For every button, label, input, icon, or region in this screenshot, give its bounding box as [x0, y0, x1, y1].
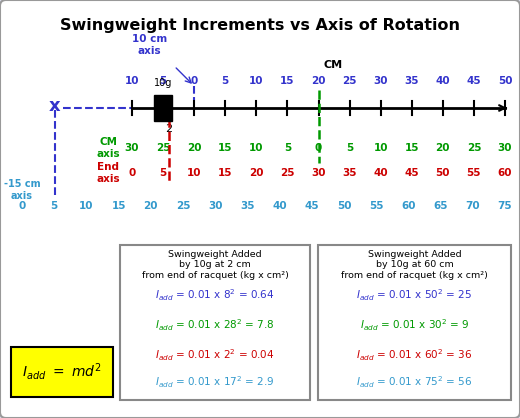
Text: Swingweight Increments vs Axis of Rotation: Swingweight Increments vs Axis of Rotati…	[60, 18, 460, 33]
Text: -15 cm
axis: -15 cm axis	[4, 179, 41, 201]
Text: 10g: 10g	[154, 78, 172, 88]
Text: 10: 10	[187, 168, 201, 178]
Text: 20: 20	[311, 76, 326, 86]
Text: 55: 55	[466, 168, 481, 178]
Text: $I_{add}$ = 0.01 x 75$^2$ = 56: $I_{add}$ = 0.01 x 75$^2$ = 56	[356, 374, 473, 390]
Text: 5: 5	[222, 76, 229, 86]
Text: 0: 0	[315, 143, 322, 153]
Text: 15: 15	[218, 143, 232, 153]
Text: CM
axis: CM axis	[96, 137, 120, 159]
Text: 20: 20	[436, 143, 450, 153]
Text: $I_{add}$ = 0.01 x 60$^2$ = 36: $I_{add}$ = 0.01 x 60$^2$ = 36	[356, 347, 473, 363]
Text: 10: 10	[79, 201, 94, 211]
Text: 35: 35	[405, 76, 419, 86]
Text: 35: 35	[342, 168, 357, 178]
Text: $I_{add}$ = 0.01 x 8$^2$ = 0.64: $I_{add}$ = 0.01 x 8$^2$ = 0.64	[155, 287, 275, 303]
Text: $I_{add}$ $=$ $md^2$: $I_{add}$ $=$ $md^2$	[22, 362, 102, 382]
Text: 40: 40	[272, 201, 287, 211]
Text: 30: 30	[373, 76, 388, 86]
Text: 35: 35	[240, 201, 255, 211]
Bar	[318, 245, 511, 400]
Text: 15: 15	[280, 76, 295, 86]
Text: $I_{add}$ = 0.01 x 50$^2$ = 25: $I_{add}$ = 0.01 x 50$^2$ = 25	[357, 287, 473, 303]
Text: 25: 25	[466, 143, 481, 153]
Text: 25: 25	[156, 143, 171, 153]
Text: 65: 65	[433, 201, 448, 211]
Text: 50: 50	[436, 168, 450, 178]
Text: 0: 0	[128, 168, 136, 178]
Text: 5: 5	[160, 168, 167, 178]
Text: 20: 20	[144, 201, 158, 211]
Text: 15: 15	[218, 168, 232, 178]
Text: 10 cm
axis: 10 cm axis	[132, 34, 167, 56]
Text: 15: 15	[111, 201, 126, 211]
Text: End
axis: End axis	[96, 162, 120, 184]
Text: 0: 0	[18, 201, 25, 211]
Text: 0: 0	[190, 76, 198, 86]
Text: 50: 50	[498, 76, 512, 86]
Text: 55: 55	[369, 201, 383, 211]
Text: Swingweight Added
by 10g at 2 cm
from end of racquet (kg x cm²): Swingweight Added by 10g at 2 cm from en…	[141, 250, 289, 280]
Text: 60: 60	[498, 168, 512, 178]
Text: 20: 20	[249, 168, 264, 178]
Bar	[120, 245, 310, 400]
Text: 60: 60	[401, 201, 415, 211]
Bar	[154, 95, 172, 121]
Text: 10: 10	[373, 143, 388, 153]
Text: 30: 30	[311, 168, 326, 178]
Text: 75: 75	[498, 201, 512, 211]
Text: 45: 45	[466, 76, 481, 86]
Text: 30: 30	[125, 143, 139, 153]
Text: 30: 30	[208, 201, 223, 211]
Text: 5: 5	[346, 143, 353, 153]
Text: $I_{add}$ = 0.01 x 28$^2$ = 7.8: $I_{add}$ = 0.01 x 28$^2$ = 7.8	[155, 317, 275, 333]
FancyBboxPatch shape	[11, 347, 113, 397]
Text: 45: 45	[305, 201, 319, 211]
Text: $I_{add}$ = 0.01 x 30$^2$ = 9: $I_{add}$ = 0.01 x 30$^2$ = 9	[360, 317, 469, 333]
Text: 40: 40	[373, 168, 388, 178]
Text: 10: 10	[249, 143, 264, 153]
Text: 50: 50	[337, 201, 351, 211]
Text: 25: 25	[342, 76, 357, 86]
Text: 20: 20	[187, 143, 201, 153]
Text: 5: 5	[160, 76, 167, 86]
Text: x: x	[49, 97, 61, 115]
Text: 2: 2	[165, 124, 173, 134]
Text: Swingweight Added
by 10g at 60 cm
from end of racquet (kg x cm²): Swingweight Added by 10g at 60 cm from e…	[341, 250, 488, 280]
Text: 5: 5	[284, 143, 291, 153]
Text: $I_{add}$ = 0.01 x 17$^2$ = 2.9: $I_{add}$ = 0.01 x 17$^2$ = 2.9	[155, 374, 275, 390]
Text: 70: 70	[465, 201, 480, 211]
Text: 25: 25	[280, 168, 295, 178]
Text: 45: 45	[405, 168, 419, 178]
Text: 10: 10	[125, 76, 139, 86]
Text: $I_{add}$ = 0.01 x 2$^2$ = 0.04: $I_{add}$ = 0.01 x 2$^2$ = 0.04	[155, 347, 275, 363]
Text: 15: 15	[405, 143, 419, 153]
Text: 5: 5	[50, 201, 58, 211]
Text: 30: 30	[498, 143, 512, 153]
Text: 25: 25	[176, 201, 190, 211]
Text: 40: 40	[436, 76, 450, 86]
Text: CM: CM	[323, 60, 343, 70]
Text: 10: 10	[249, 76, 264, 86]
